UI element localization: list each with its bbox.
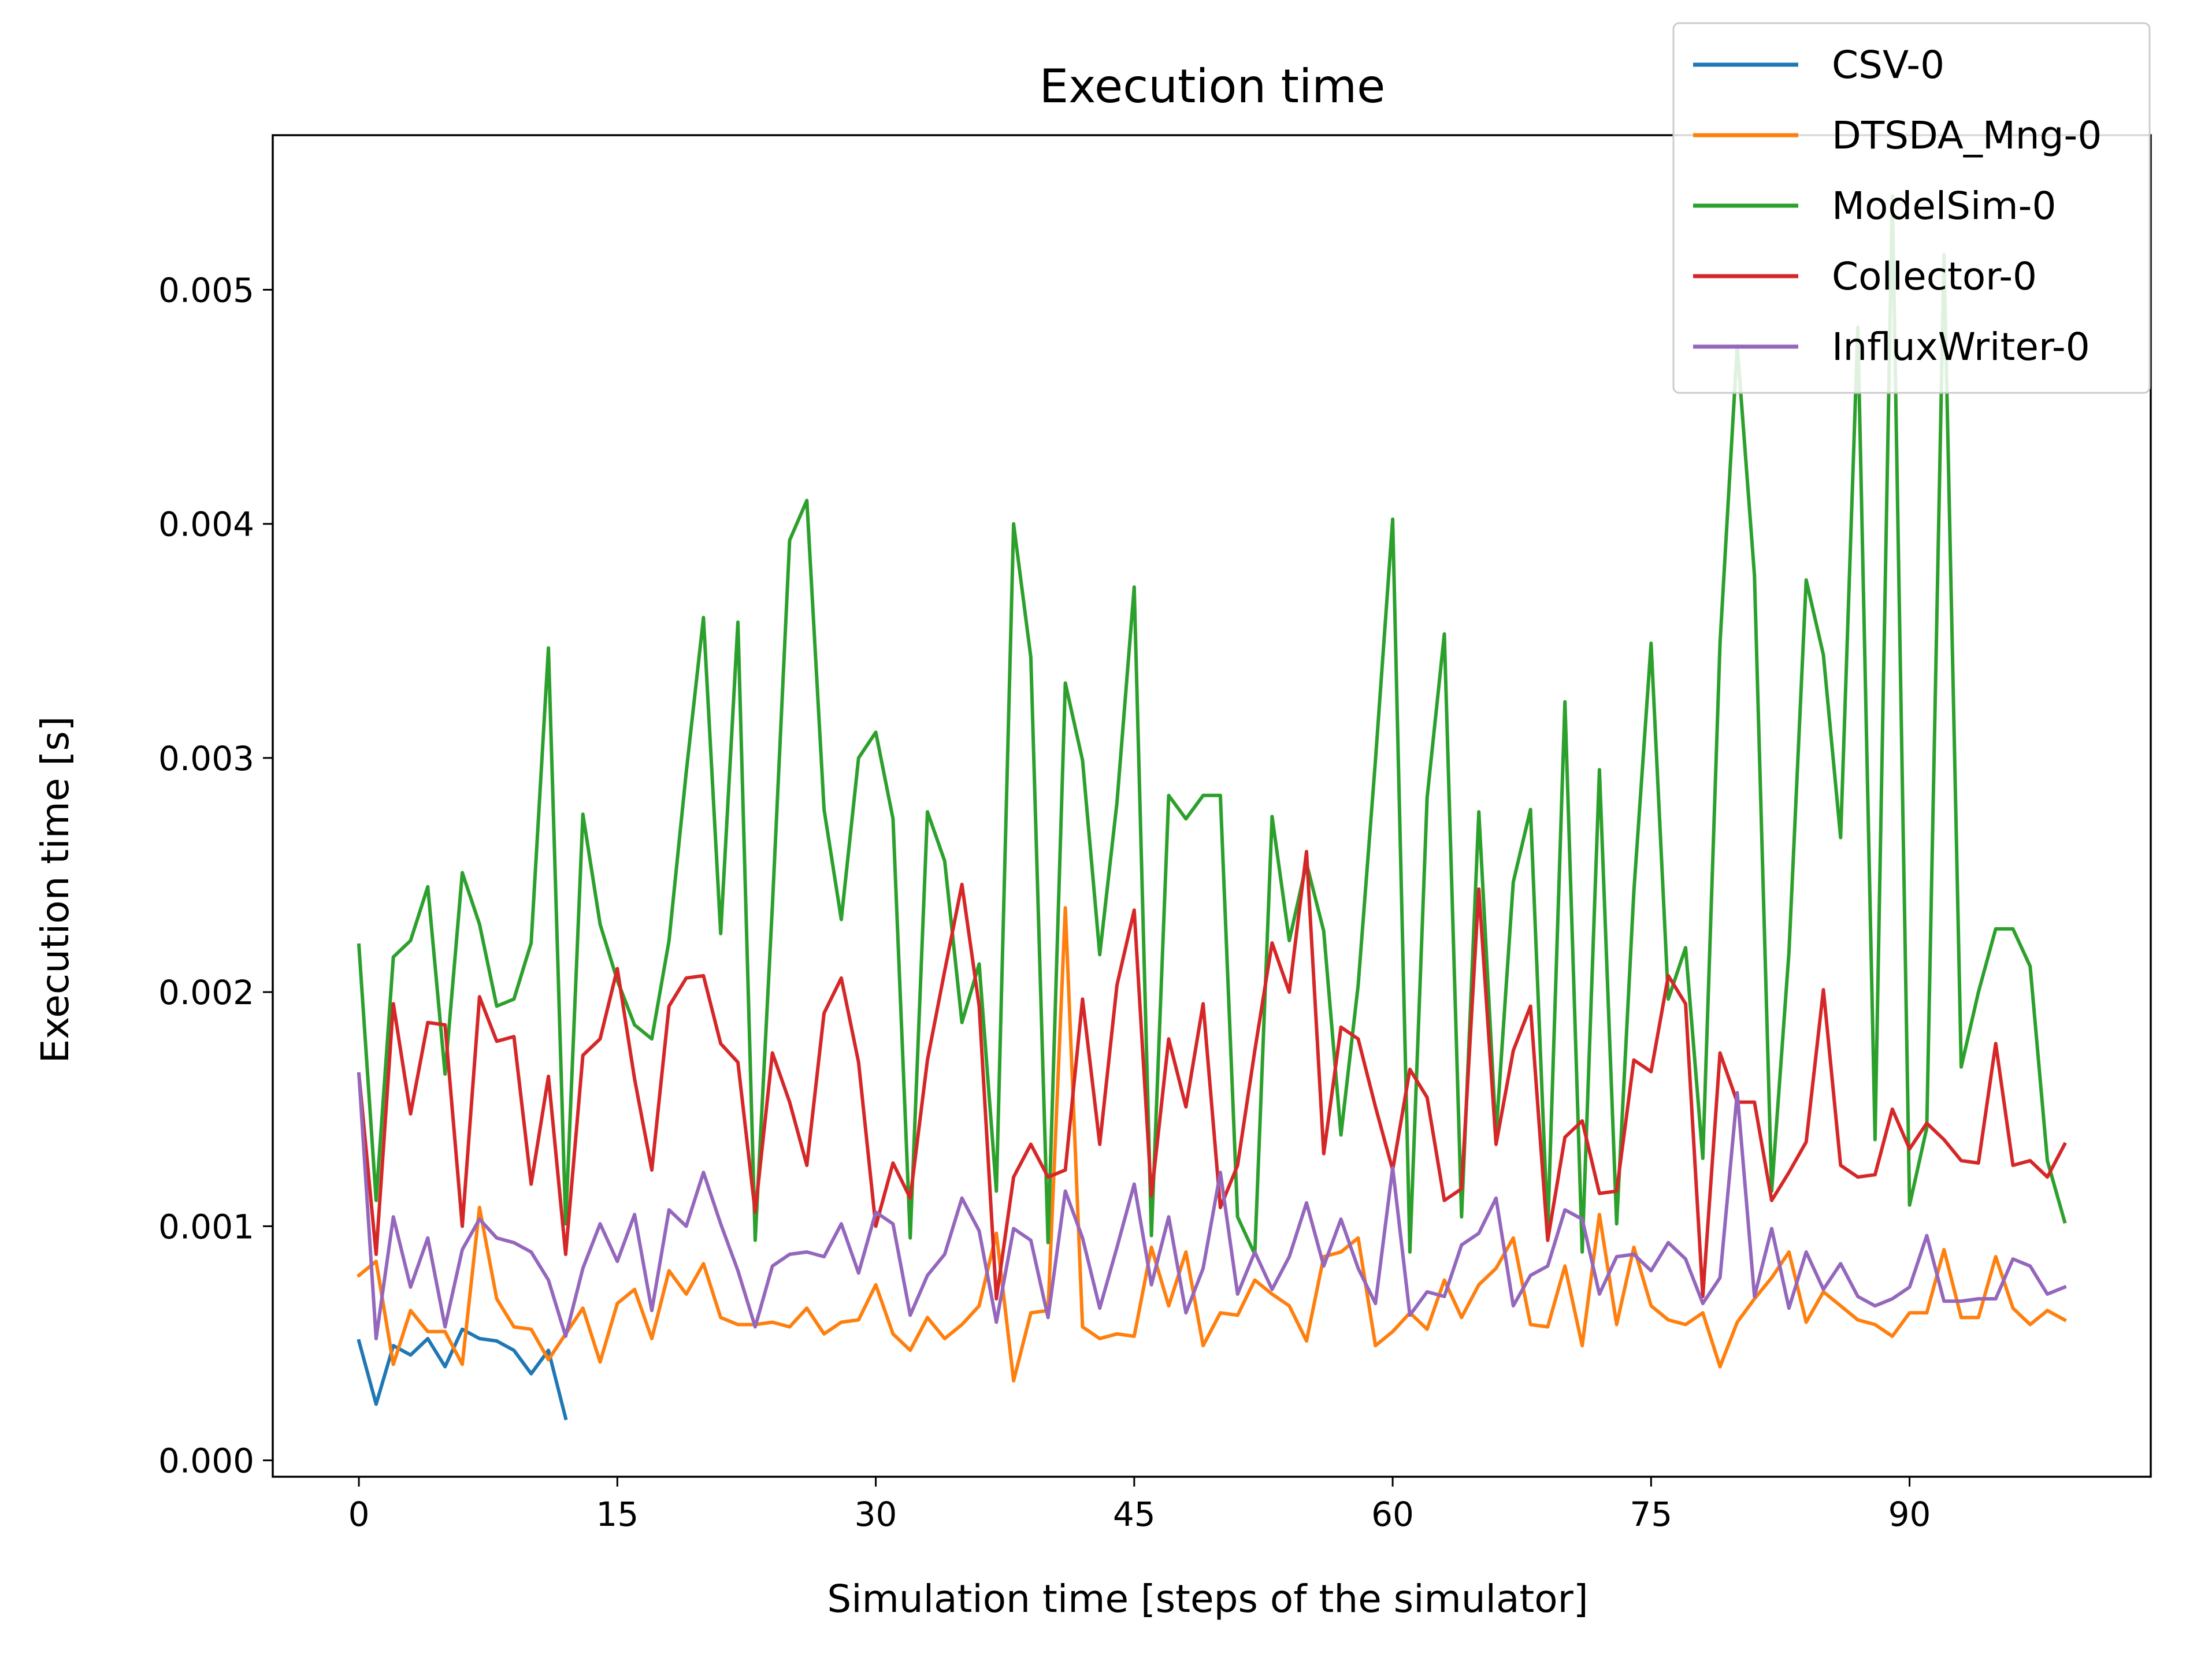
plot-area-frame bbox=[272, 134, 2152, 1478]
y-tick-label: 0.004 bbox=[158, 505, 254, 544]
legend-label: DTSDA_Mng-0 bbox=[1832, 113, 2102, 158]
x-axis-label: Simulation time [steps of the simulator] bbox=[827, 1577, 1588, 1621]
y-tick-label: 0.000 bbox=[158, 1441, 254, 1481]
legend-label: CSV-0 bbox=[1832, 43, 1944, 87]
y-axis-label: Execution time [s] bbox=[33, 716, 77, 1064]
y-tick-label: 0.002 bbox=[158, 973, 254, 1012]
legend: CSV-0 DTSDA_Mng-0 ModelSim-0 Collector-0 Inf… bbox=[1672, 22, 2151, 394]
x-tick-label: 0 bbox=[348, 1495, 370, 1534]
y-tick-label: 0.005 bbox=[158, 270, 254, 310]
legend-label: Collector-0 bbox=[1832, 254, 2037, 299]
y-axis: 0.000 0.001 0.002 0.003 0.004 0.005 bbox=[158, 270, 273, 1481]
x-tick-label: 45 bbox=[1113, 1495, 1156, 1534]
legend-label: InfluxWriter-0 bbox=[1832, 325, 2090, 369]
series-line-csv-0 bbox=[357, 1327, 568, 1421]
x-tick-label: 15 bbox=[596, 1495, 639, 1534]
series-layer bbox=[356, 194, 2067, 1421]
x-tick-label: 30 bbox=[855, 1495, 897, 1534]
series-line-influxwriter-0 bbox=[357, 1072, 2067, 1340]
y-tick-label: 0.003 bbox=[158, 739, 254, 778]
legend-label: ModelSim-0 bbox=[1832, 184, 2057, 228]
x-tick-label: 90 bbox=[1888, 1495, 1931, 1534]
x-axis: 0 15 30 45 60 75 90 bbox=[348, 1477, 1931, 1534]
series-line-collector-0 bbox=[357, 850, 2067, 1301]
y-tick-label: 0.001 bbox=[158, 1207, 254, 1246]
x-tick-label: 60 bbox=[1371, 1495, 1414, 1534]
series-line-modelsim-0 bbox=[357, 194, 2067, 1256]
x-tick-label: 75 bbox=[1630, 1495, 1672, 1534]
legend-box bbox=[1672, 22, 2151, 394]
chart-title: Execution time bbox=[1040, 60, 1386, 113]
